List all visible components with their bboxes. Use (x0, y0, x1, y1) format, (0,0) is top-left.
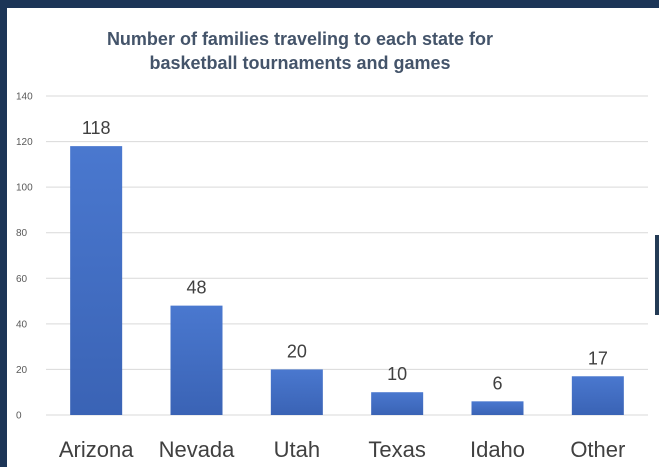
y-tick-label: 80 (16, 228, 28, 239)
gridlines (46, 95, 648, 416)
bar-idaho (471, 401, 524, 415)
y-tick-label: 20 (16, 365, 28, 376)
data-label: 10 (387, 364, 407, 384)
y-tick-label: 40 (16, 319, 28, 330)
y-tick-label: 100 (16, 183, 33, 194)
data-label: 20 (287, 341, 307, 361)
y-tick-label: 140 (16, 92, 33, 103)
bar-other (571, 376, 624, 415)
x-tick-label: Nevada (159, 437, 236, 462)
frame-edge (655, 235, 659, 315)
chart-title: Number of families traveling to each sta… (60, 27, 540, 75)
x-tick-label: Texas (368, 437, 425, 462)
y-tick-label: 60 (16, 274, 28, 285)
chart-title-line-1: Number of families traveling to each sta… (106, 29, 494, 49)
x-axis-labels: Arizona Nevada Utah Texas Idaho Other (59, 437, 625, 462)
x-tick-label: Utah (274, 437, 320, 462)
data-label: 17 (588, 348, 608, 368)
x-tick-label: Other (570, 437, 625, 462)
bar-nevada (170, 305, 223, 415)
y-tick-label: 120 (16, 137, 33, 148)
chart-title-line-2: basketball tournaments and games (149, 53, 451, 73)
y-axis-ticks: 0 20 40 60 80 100 120 140 (16, 92, 33, 422)
data-labels: 118 48 20 10 6 17 (82, 118, 608, 393)
data-label: 118 (82, 118, 111, 138)
data-label: 48 (186, 278, 206, 298)
bar-arizona (70, 146, 123, 415)
bar-texas (371, 392, 424, 415)
data-label: 6 (492, 373, 502, 393)
x-tick-label: Arizona (59, 437, 134, 462)
y-tick-label: 0 (16, 411, 22, 422)
x-tick-label: Idaho (470, 437, 525, 462)
bars (70, 146, 624, 415)
bar-utah (270, 369, 323, 415)
